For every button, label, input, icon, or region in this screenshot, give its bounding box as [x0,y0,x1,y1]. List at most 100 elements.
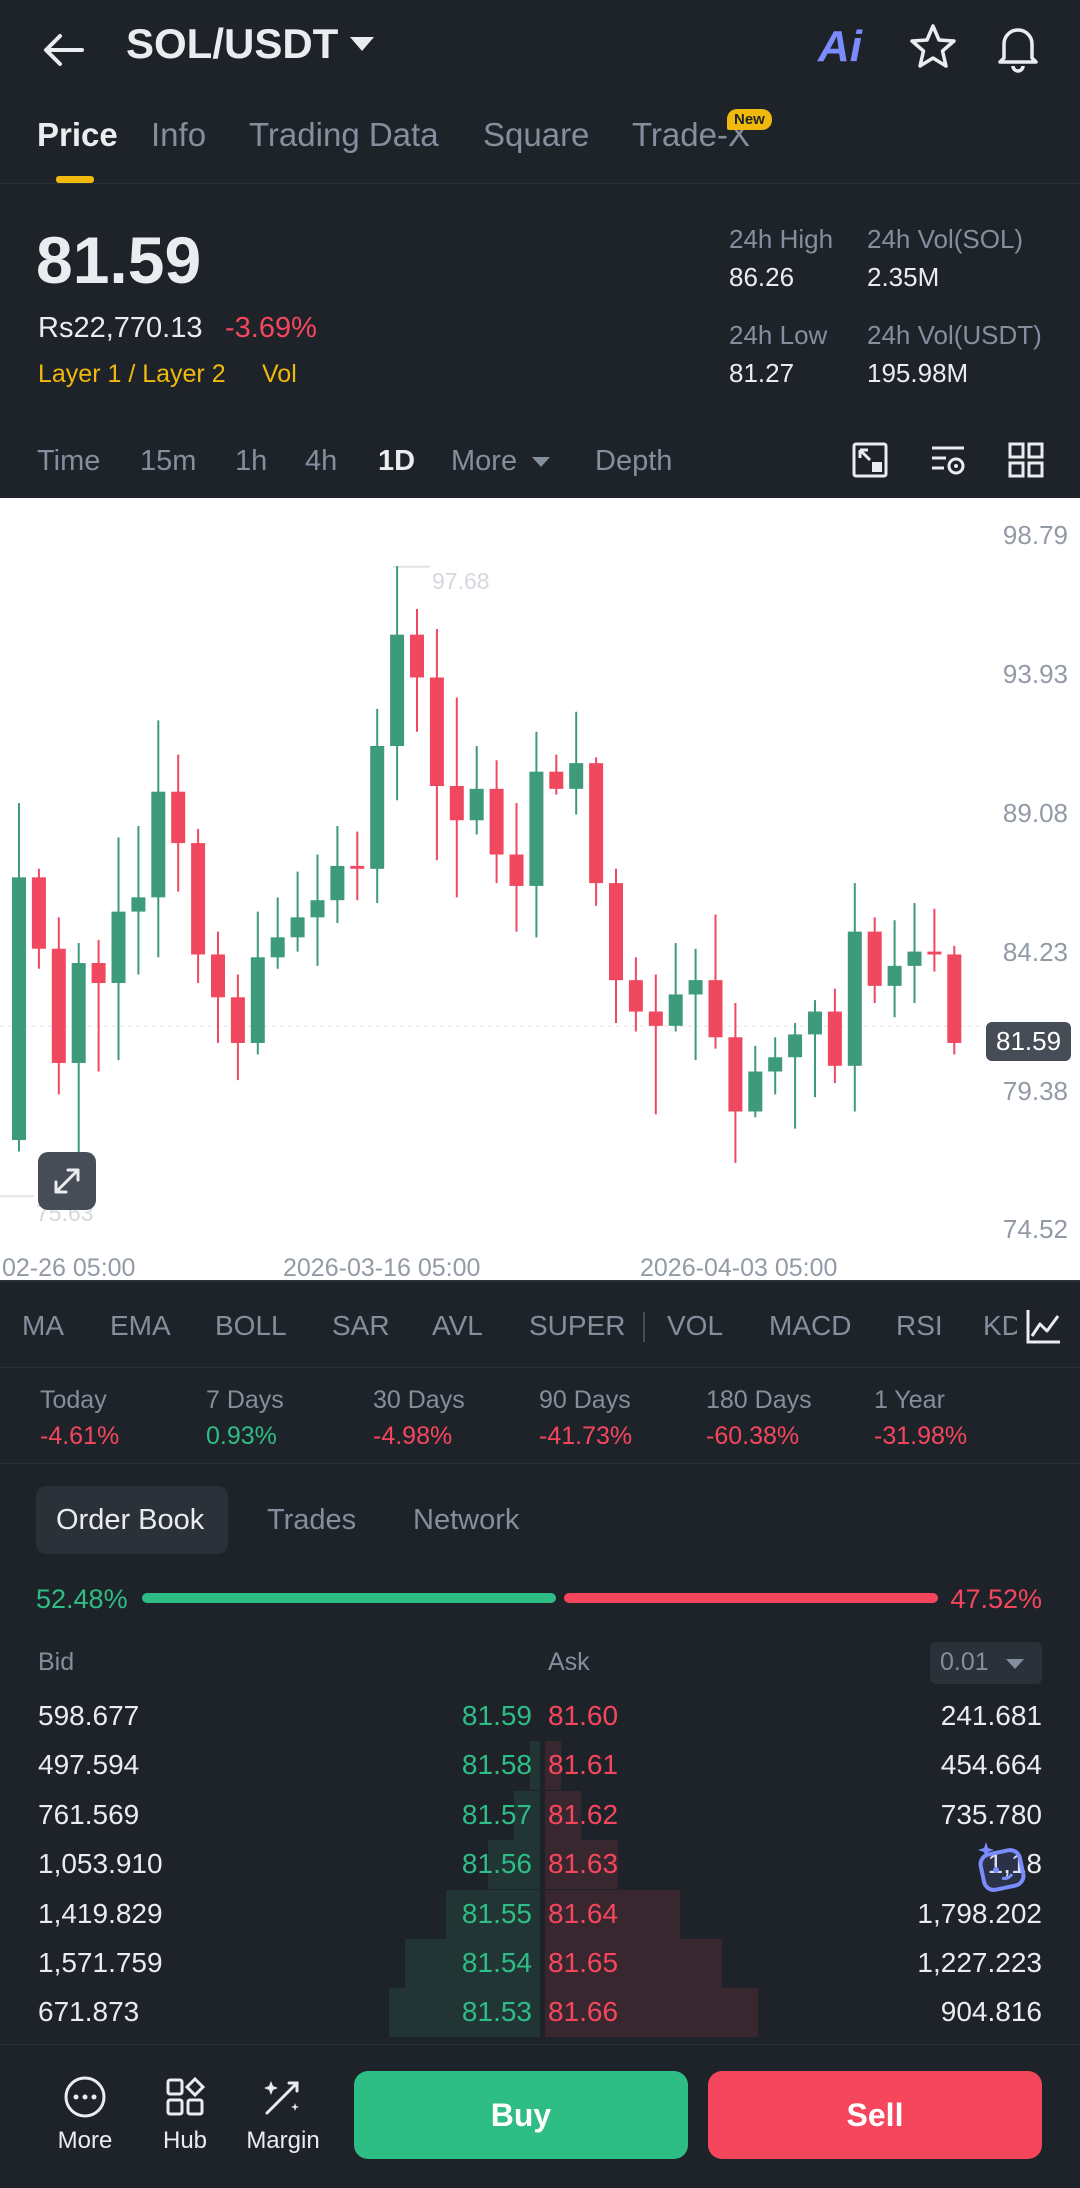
candle [808,1000,822,1098]
indicator-avl[interactable]: AVL [432,1310,483,1341]
stat-24h-vol-usdt: 195.98M [867,358,969,388]
expand-icon[interactable] [38,1152,96,1210]
tab-network[interactable]: Network [413,1504,520,1536]
indicator-ema[interactable]: EMA [110,1310,171,1341]
interval-time[interactable]: Time [37,445,101,477]
order-book-row[interactable]: 761.569 81.57 81.62 735.780 [0,1790,1080,1840]
indicator-divider [643,1312,645,1342]
ask-price: 81.63 [548,1848,619,1880]
bid-quantity: 1,419.829 [38,1897,163,1929]
indicator-macd[interactable]: MACD [769,1310,852,1341]
candle [927,908,942,972]
ask-depth-bar [545,1939,722,1988]
chart-canvas[interactable] [0,498,1080,1280]
indicator-kd[interactable]: KD [983,1310,1017,1341]
candle [609,868,623,1023]
candle-body [270,937,285,958]
indicator-super[interactable]: SUPER [529,1310,626,1341]
star-icon[interactable] [906,20,960,74]
candle-body [310,900,325,918]
stat-24h-vol-usdt-label: 24h Vol(USDT) [867,320,1042,350]
candle [370,708,385,904]
indicator-vol[interactable]: VOL [667,1310,724,1341]
stat-24h-vol-sol: 2.35M [867,262,940,292]
candle-body [250,957,265,1043]
grid-layout-icon[interactable] [1006,440,1046,480]
bid-depth-bar [514,1790,540,1840]
bid-quantity: 1,053.910 [38,1848,163,1880]
candle [628,957,643,1032]
ask-depth-bar [545,1889,681,1939]
candle-body [947,954,962,1043]
candle-body [91,963,106,984]
interval-4h[interactable]: 4h [305,445,338,477]
ask-depth-bar [545,1741,561,1791]
candle [171,754,186,892]
nav-more[interactable]: More [40,2073,130,2155]
candle-body [449,785,464,821]
indicator-sar[interactable]: SAR [332,1310,390,1341]
candle-body [71,963,86,1063]
interval-1d[interactable]: 1D [378,445,416,477]
order-book-row[interactable]: 497.594 81.58 81.61 454.664 [0,1741,1080,1791]
ask-quantity: 735.780 [940,1798,1042,1830]
interval-1h[interactable]: 1h [235,445,268,477]
perf-label-7d: 7 Days [206,1386,284,1414]
line-chart-icon[interactable] [1024,1306,1064,1346]
active-tab-background [36,1486,228,1554]
order-book-row[interactable]: 598.677 81.59 81.60 241.681 [0,1692,1080,1741]
tab-price[interactable]: Price [37,116,118,153]
ask-price: 81.64 [548,1897,619,1929]
divider [0,1463,1080,1464]
nav-hub[interactable]: Hub [140,2073,230,2155]
price-local-currency: Rs22,770.13 [38,312,203,344]
chart-settings-icon[interactable] [928,440,968,480]
category-tag[interactable]: Layer 1 / Layer 2 [38,360,226,388]
interval-15m[interactable]: 15m [140,445,197,477]
candle-body [191,843,206,955]
bid-column-header: Bid [38,1648,75,1676]
sell-button[interactable]: Sell [708,2071,1042,2159]
y-axis-label: 79.38 [1002,1076,1068,1106]
back-arrow-icon[interactable] [36,22,92,78]
tab-trading-data[interactable]: Trading Data [249,116,439,153]
candle-body [808,1011,822,1035]
chart-fullscreen-icon[interactable] [850,440,890,480]
vol-tag[interactable]: Vol [262,360,297,388]
order-book-row[interactable]: 1,571.759 81.54 81.65 1,227.223 [0,1939,1080,1988]
interval-more[interactable]: More [451,445,518,477]
candle-body [648,1011,663,1026]
indicator-boll[interactable]: BOLL [215,1310,287,1341]
chevron-down-icon [1006,1659,1024,1669]
ask-ratio-bar [564,1593,938,1603]
ask-quantity: 241.681 [940,1700,1042,1731]
nav-margin[interactable]: Margin [238,2073,328,2155]
interval-depth[interactable]: Depth [595,445,673,477]
candle [549,754,564,795]
indicator-ma[interactable]: MA [22,1310,64,1341]
tab-trades[interactable]: Trades [267,1504,357,1536]
bell-icon[interactable] [990,18,1046,74]
candle [509,803,524,932]
tab-order-book[interactable]: Order Book [56,1504,205,1536]
indicator-rsi[interactable]: RSI [896,1310,943,1341]
assistant-bot-icon[interactable] [972,1836,1036,1900]
last-price: 81.59 [36,223,202,297]
candlestick-chart[interactable]: 98.79 93.93 89.08 84.23 79.38 74.52 02-2… [0,498,1080,1282]
bid-price: 81.56 [461,1848,532,1880]
tab-square[interactable]: Square [483,116,590,153]
candle-body [827,1011,842,1066]
candle [250,911,265,1055]
tab-info[interactable]: Info [151,116,207,153]
ask-price: 81.61 [548,1749,619,1781]
precision-selector[interactable]: 0.01 [930,1642,1042,1684]
candle [410,608,424,732]
order-book-row[interactable]: 1,419.829 81.55 81.64 1,798.202 [0,1889,1080,1939]
order-book-row[interactable]: 671.873 81.53 81.66 904.816 [0,1988,1080,2038]
candle-body [867,931,882,986]
pair-selector[interactable]: SOL/USDT [126,20,375,68]
buy-button[interactable]: Buy [354,2071,688,2159]
ask-ratio: 47.52% [950,1584,1042,1614]
ai-icon[interactable]: Ai [818,22,862,71]
